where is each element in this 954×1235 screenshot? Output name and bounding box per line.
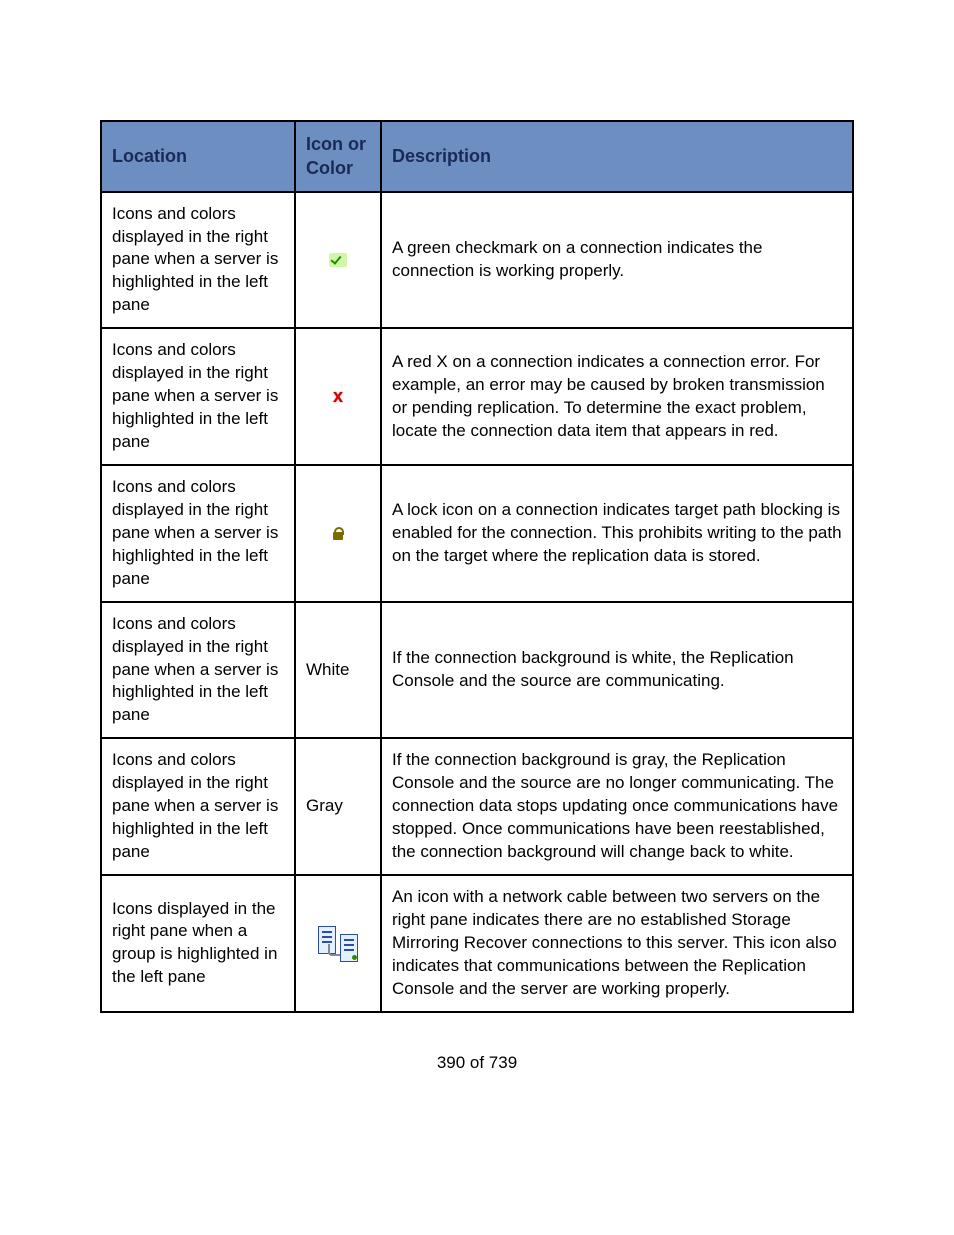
page-number: 390 of 739: [100, 1053, 854, 1073]
icon-description-table: Location Icon or Color Description Icons…: [100, 120, 854, 1013]
checkmark-icon: [329, 253, 347, 267]
cell-description: If the connection background is white, t…: [381, 602, 853, 739]
cell-icon: x: [295, 328, 381, 465]
table-row: Icons and colors displayed in the right …: [101, 465, 853, 602]
cell-icon: Gray: [295, 738, 381, 875]
col-header-location: Location: [101, 121, 295, 192]
table-row: Icons and colors displayed in the right …: [101, 602, 853, 739]
col-header-description: Description: [381, 121, 853, 192]
table-row: Icons and colors displayed in the right …: [101, 192, 853, 329]
cell-location: Icons and colors displayed in the right …: [101, 192, 295, 329]
cell-location: Icons and colors displayed in the right …: [101, 465, 295, 602]
cell-description: A lock icon on a connection indicates ta…: [381, 465, 853, 602]
table-row: Icons displayed in the right pane when a…: [101, 875, 853, 1012]
cell-location: Icons and colors displayed in the right …: [101, 602, 295, 739]
cell-location: Icons displayed in the right pane when a…: [101, 875, 295, 1012]
table-row: Icons and colors displayed in the right …: [101, 328, 853, 465]
error-x-icon: x: [333, 384, 343, 408]
cell-description: A green checkmark on a connection indica…: [381, 192, 853, 329]
table-header-row: Location Icon or Color Description: [101, 121, 853, 192]
cell-location: Icons and colors displayed in the right …: [101, 738, 295, 875]
cell-icon: [295, 875, 381, 1012]
col-header-icon: Icon or Color: [295, 121, 381, 192]
cell-description: If the connection background is gray, th…: [381, 738, 853, 875]
server-network-icon: [318, 926, 358, 960]
table-row: Icons and colors displayed in the right …: [101, 738, 853, 875]
cell-icon: [295, 465, 381, 602]
cell-icon: White: [295, 602, 381, 739]
document-page: Location Icon or Color Description Icons…: [0, 0, 954, 1235]
cell-description: A red X on a connection indicates a conn…: [381, 328, 853, 465]
cell-location: Icons and colors displayed in the right …: [101, 328, 295, 465]
cell-icon: [295, 192, 381, 329]
cell-description: An icon with a network cable between two…: [381, 875, 853, 1012]
lock-icon: [331, 526, 345, 540]
